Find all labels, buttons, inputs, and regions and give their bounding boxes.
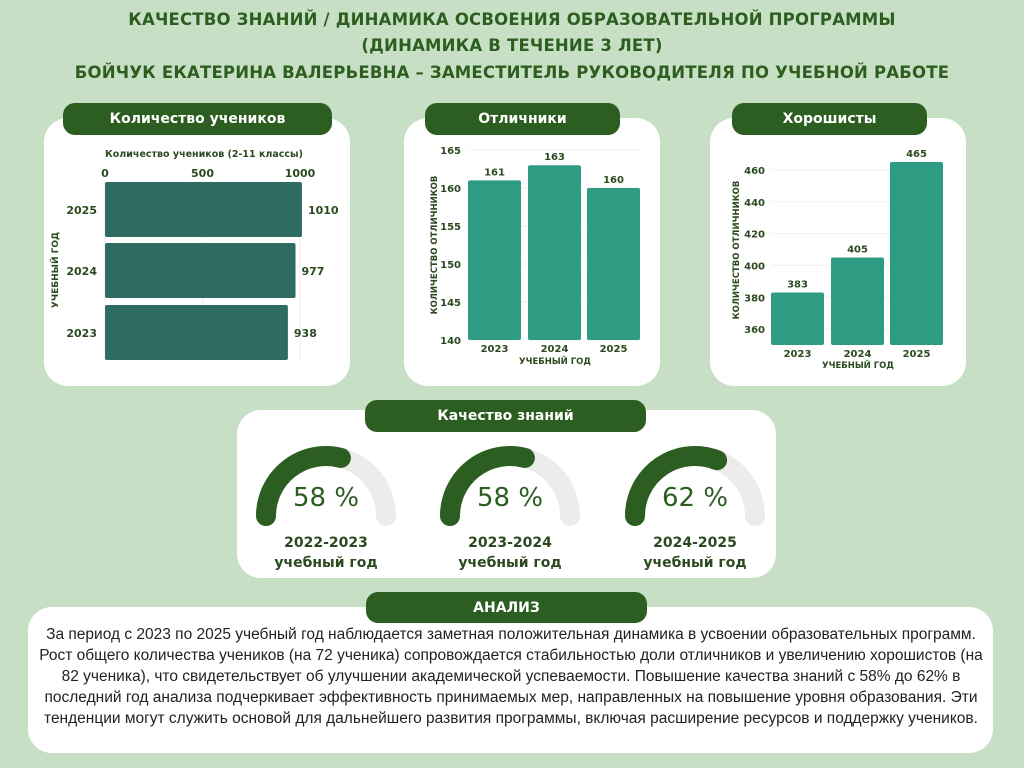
students-header: Количество учеников: [63, 103, 332, 135]
analysis-text: За период с 2023 по 2025 учебный год наб…: [39, 626, 983, 727]
gauge-period-years: 2022-2023: [284, 535, 368, 551]
page-title-line3: БОЙЧУК ЕКАТЕРИНА ВАЛЕРЬЕВНА – ЗАМЕСТИТЕЛ…: [74, 63, 950, 82]
gauge-period-2: 2023-2024 учебный год: [430, 533, 590, 573]
page-title-line2: (ДИНАМИКА В ТЕЧЕНИЕ 3 ЛЕТ): [361, 36, 663, 55]
gauge-period-years: 2023-2024: [468, 535, 552, 551]
gauge-period-sub: учебный год: [458, 555, 562, 571]
gauge-period-3: 2024-2025 учебный год: [615, 533, 775, 573]
good-header: Хорошисты: [732, 103, 927, 135]
gauge-period-sub: учебный год: [643, 555, 747, 571]
students-card: [44, 118, 350, 386]
gauge-value-1: 58 %: [292, 483, 360, 513]
analysis-header: АНАЛИЗ: [366, 592, 647, 623]
excellent-header: Отличники: [425, 103, 620, 135]
analysis-card: [28, 607, 993, 753]
excellent-card: [404, 118, 660, 386]
gauge-period-1: 2022-2023 учебный год: [246, 533, 406, 573]
quality-header: Качество знаний: [365, 400, 646, 432]
gauge-value-2: 58 %: [476, 483, 544, 513]
gauge-period-sub: учебный год: [274, 555, 378, 571]
good-card: [710, 118, 966, 386]
gauge-period-years: 2024-2025: [653, 535, 737, 551]
page-title-line1: КАЧЕСТВО ЗНАНИЙ / ДИНАМИКА ОСВОЕНИЯ ОБРА…: [128, 10, 896, 29]
gauge-value-3: 62 %: [661, 483, 729, 513]
